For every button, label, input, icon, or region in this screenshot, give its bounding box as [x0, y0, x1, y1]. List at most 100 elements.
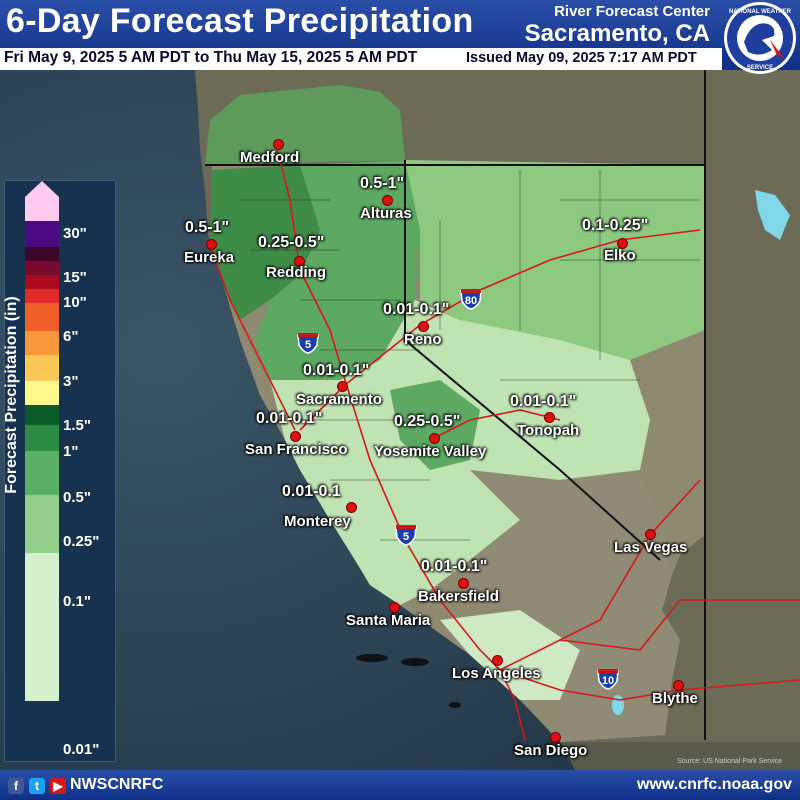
- precipitation-map: [0, 70, 800, 770]
- highways: [209, 139, 800, 741]
- website-link[interactable]: www.cnrfc.noaa.gov: [637, 776, 792, 793]
- interstate-shield-icon: 80: [460, 289, 482, 310]
- salton-sea: [612, 695, 624, 715]
- city-label-medford: Medford: [240, 149, 300, 166]
- precip-0.1-0.25-north: [405, 160, 705, 360]
- amount-label-reno: 0.01-0.1": [383, 301, 450, 318]
- facebook-icon[interactable]: f: [8, 778, 24, 794]
- legend-color-swatch: [25, 381, 59, 405]
- issued-time: Issued May 09, 2025 7:17 AM PDT: [466, 50, 697, 66]
- nws-logo-icon: NATIONAL WEATHER SERVICE: [724, 2, 796, 74]
- legend-color-swatch: [25, 451, 59, 495]
- city-dot-bakersfield: [458, 578, 469, 589]
- city-label-bakersfield: Bakersfield: [418, 588, 499, 605]
- shield-number: 5: [403, 531, 409, 543]
- valid-range: Fri May 9, 2025 5 AM PDT to Thu May 15, …: [4, 49, 418, 66]
- city-label-monterey: Monterey: [284, 513, 351, 530]
- legend-color-swatch: [25, 181, 59, 221]
- org-name: River Forecast Center: [554, 3, 710, 20]
- city-dot-las-vegas: [645, 529, 656, 540]
- legend-tick-label: 10": [63, 294, 87, 311]
- city-dot-elko: [617, 238, 628, 249]
- interstate-shield-icon: 5: [297, 333, 319, 354]
- no-precip-desert: [460, 470, 680, 742]
- precip-0.5-1: [210, 165, 330, 320]
- legend-tick-label: 30": [63, 225, 87, 242]
- page-title: 6-Day Forecast Precipitation: [6, 2, 474, 40]
- svg-text:NATIONAL WEATHER: NATIONAL WEATHER: [729, 9, 792, 15]
- legend-tick-label: 1": [63, 443, 79, 460]
- city-label-redding: Redding: [266, 264, 326, 281]
- interstate-shield-icon: 5: [395, 525, 417, 546]
- city-dot-tonopah: [544, 412, 555, 423]
- interstate-shield-icon: 10: [597, 669, 619, 690]
- city-label-tonopah: Tonopah: [517, 422, 580, 439]
- legend-color-swatch: [25, 355, 59, 381]
- city-dot-blythe: [673, 680, 684, 691]
- legend-color-scale: [25, 181, 59, 701]
- county-lines: [240, 170, 700, 541]
- city-dot-san-diego: [550, 732, 561, 743]
- legend-color-swatch: [25, 247, 59, 261]
- oregon-precip: [205, 85, 405, 165]
- precip-0.01-0.1-south: [440, 610, 580, 700]
- city-dot-reno: [418, 321, 429, 332]
- city-dot-alturas: [382, 195, 393, 206]
- city-label-reno: Reno: [404, 331, 442, 348]
- amount-label-redding: 0.25-0.5": [258, 234, 325, 251]
- footer: f t ▶ NWSCNRFC www.cnrfc.noaa.gov: [0, 770, 800, 800]
- precip-0.25-0.5-sierra: [390, 380, 480, 470]
- social-handle[interactable]: NWSCNRFC: [70, 776, 164, 793]
- legend-tick-label: 1.5": [63, 417, 91, 434]
- city-label-elko: Elko: [604, 247, 636, 264]
- city-dot-redding: [294, 256, 305, 267]
- city-label-eureka: Eureka: [184, 249, 235, 266]
- precip-0.25-0.5: [255, 160, 420, 400]
- city-dot-monterey: [346, 502, 357, 513]
- legend-color-swatch: [25, 303, 59, 331]
- great-salt-lake: [755, 190, 790, 240]
- org-location: Sacramento, CA: [524, 20, 710, 47]
- amount-label-san-francisco: 0.01-0.1": [256, 410, 323, 427]
- legend-color-swatch: [25, 275, 59, 289]
- amount-label-yosemite: 0.25-0.5": [394, 413, 461, 430]
- header: 6-Day Forecast Precipitation River Forec…: [0, 0, 800, 74]
- shield-number: 80: [465, 295, 477, 307]
- legend-color-swatch: [25, 495, 59, 553]
- city-label-san-diego: San Diego: [514, 742, 588, 759]
- svg-text:SERVICE: SERVICE: [747, 65, 773, 71]
- city-label-blythe: Blythe: [652, 690, 698, 707]
- legend-color-swatch: [25, 425, 59, 451]
- legend-color-swatch: [25, 221, 59, 247]
- legend-tick-label: 3": [63, 373, 79, 390]
- map-credit: Source: US National Park Service: [677, 758, 783, 765]
- city-dot-medford: [273, 139, 284, 150]
- legend-tick-label: 6": [63, 328, 79, 345]
- shield-number: 10: [602, 675, 614, 687]
- city-label-las-vegas: Las Vegas: [614, 539, 688, 556]
- city-label-san-francisco: San Francisco: [245, 441, 348, 458]
- amount-label-monterey: 0.01-0.1: [282, 483, 341, 500]
- city-dot-santa-maria: [389, 602, 400, 613]
- amount-label-bakersfield: 0.01-0.1": [421, 558, 488, 575]
- city-dot-yosemite-valley: [429, 433, 440, 444]
- legend-tick-label: 0.1": [63, 593, 91, 610]
- city-dot-san-francisco: [290, 431, 301, 442]
- legend-color-swatch: [25, 405, 59, 425]
- legend-tick-label: 0.01": [63, 741, 100, 758]
- valid-period-bar: Fri May 9, 2025 5 AM PDT to Thu May 15, …: [0, 48, 722, 70]
- legend-tick-label: 15": [63, 269, 87, 286]
- city-label-yosemite-valley: Yosemite Valley: [374, 443, 487, 460]
- youtube-icon[interactable]: ▶: [50, 778, 66, 794]
- city-label-santa-maria: Santa Maria: [346, 612, 431, 629]
- amount-label-tonopah: 0.01-0.1": [510, 393, 577, 410]
- amount-label-elko: 0.1-0.25": [582, 217, 649, 234]
- amount-label-sacramento: 0.01-0.1": [303, 362, 370, 379]
- twitter-icon[interactable]: t: [29, 778, 45, 794]
- city-dot-eureka: [206, 239, 217, 250]
- city-dot-sacramento: [337, 381, 348, 392]
- city-label-alturas: Alturas: [360, 205, 412, 222]
- amount-label-eureka: 0.5-1": [185, 219, 230, 236]
- amount-label-alturas: 0.5-1": [360, 175, 405, 192]
